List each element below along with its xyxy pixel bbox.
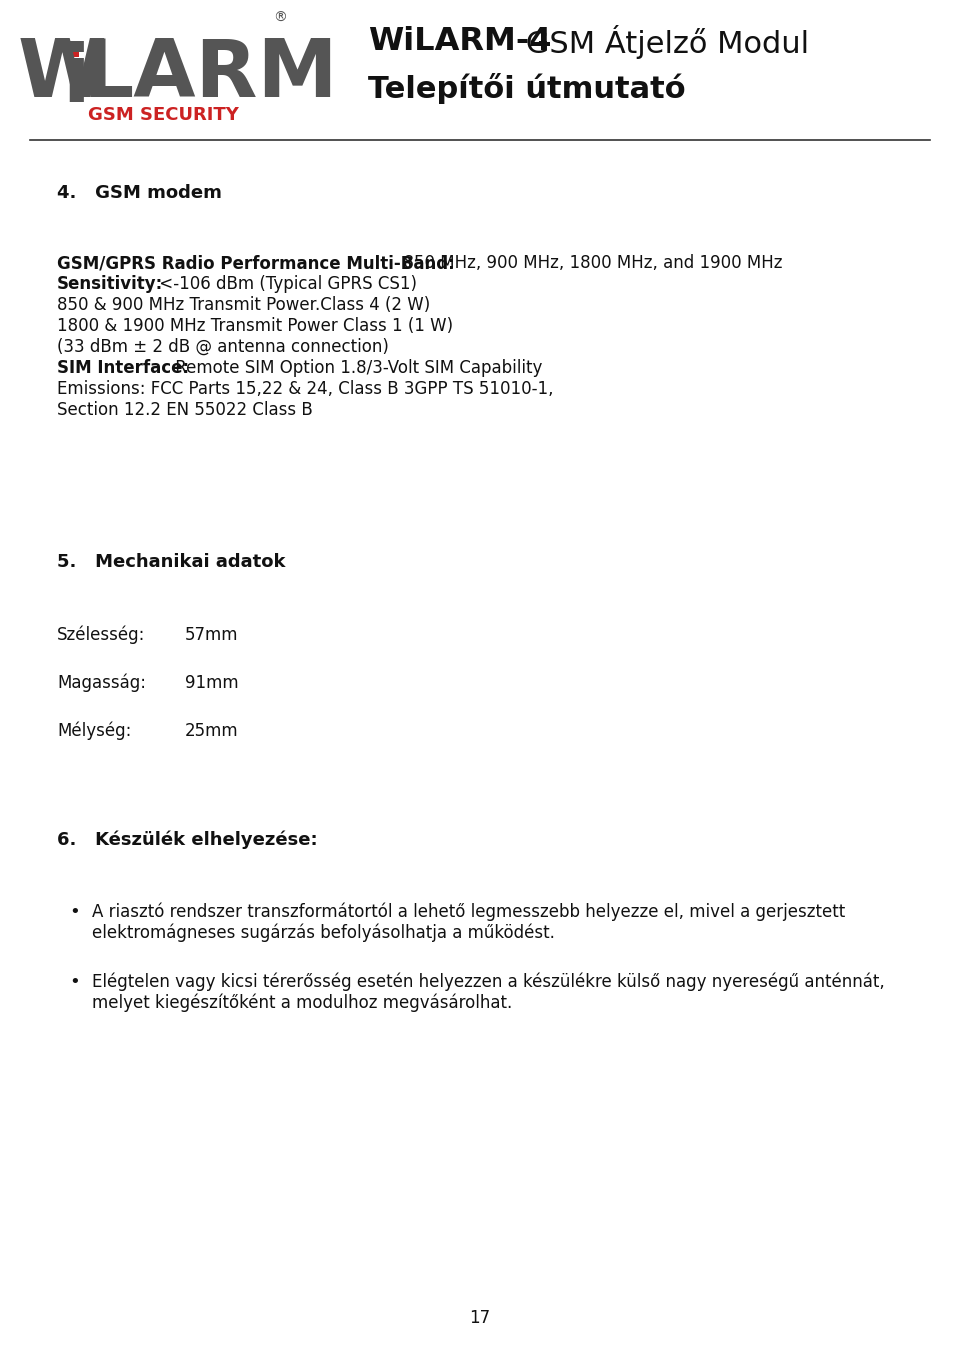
Text: Szélesség:: Szélesség: xyxy=(57,626,145,645)
Text: <-106 dBm (Typical GPRS CS1): <-106 dBm (Typical GPRS CS1) xyxy=(154,275,417,293)
Text: elektromágneses sugárzás befolyásolhatja a működést.: elektromágneses sugárzás befolyásolhatja… xyxy=(92,924,555,942)
Text: 17: 17 xyxy=(469,1309,491,1327)
Text: 91mm: 91mm xyxy=(185,674,239,692)
Text: W: W xyxy=(18,36,107,115)
Text: i: i xyxy=(62,40,89,119)
Text: 850 MHz, 900 MHz, 1800 MHz, and 1900 MHz: 850 MHz, 900 MHz, 1800 MHz, and 1900 MHz xyxy=(393,254,782,272)
Text: •: • xyxy=(69,973,80,992)
Text: Elégtelen vagy kicsi térerősség esetén helyezzen a készülékre külső nagy nyeresé: Elégtelen vagy kicsi térerősség esetén h… xyxy=(92,973,885,992)
Text: Magasság:: Magasság: xyxy=(57,673,146,692)
Text: ®: ® xyxy=(273,11,287,26)
Text: Telepítői útmutató: Telepítői útmutató xyxy=(368,73,685,104)
Text: Sensitivity:: Sensitivity: xyxy=(57,275,163,293)
Text: melyet kiegészítőként a modulhoz megvásárolhat.: melyet kiegészítőként a modulhoz megvásá… xyxy=(92,994,513,1012)
Text: A riasztó rendszer transzformátortól a lehető legmesszebb helyezze el, mivel a g: A riasztó rendszer transzformátortól a l… xyxy=(92,902,845,921)
Text: •: • xyxy=(69,902,80,921)
Text: SIM Interface:: SIM Interface: xyxy=(57,359,189,376)
Text: Remote SIM Option 1.8/3-Volt SIM Capability: Remote SIM Option 1.8/3-Volt SIM Capabil… xyxy=(170,359,542,376)
Text: 4.   GSM modem: 4. GSM modem xyxy=(57,183,222,202)
Text: GSM Átjelző Modul: GSM Átjelző Modul xyxy=(516,26,809,59)
Text: 5.   Mechanikai adatok: 5. Mechanikai adatok xyxy=(57,553,285,571)
Text: Section 12.2 EN 55022 Class B: Section 12.2 EN 55022 Class B xyxy=(57,401,313,420)
Text: (33 dBm ± 2 dB @ antenna connection): (33 dBm ± 2 dB @ antenna connection) xyxy=(57,339,389,356)
Text: Mélység:: Mélység: xyxy=(57,722,132,741)
Text: 6.   Készülék elhelyezése:: 6. Készülék elhelyezése: xyxy=(57,831,318,850)
Text: 25mm: 25mm xyxy=(185,722,239,741)
Text: WiLARM-4: WiLARM-4 xyxy=(368,27,551,58)
Text: LARM: LARM xyxy=(83,36,339,115)
Text: GSM SECURITY: GSM SECURITY xyxy=(88,107,239,124)
Text: Emissions: FCC Parts 15,22 & 24, Class B 3GPP TS 51010-1,: Emissions: FCC Parts 15,22 & 24, Class B… xyxy=(57,380,554,398)
Text: 57mm: 57mm xyxy=(185,626,238,643)
Text: GSM/GPRS Radio Performance Multi-Band:: GSM/GPRS Radio Performance Multi-Band: xyxy=(57,254,455,272)
Text: 1800 & 1900 MHz Transmit Power Class 1 (1 W): 1800 & 1900 MHz Transmit Power Class 1 (… xyxy=(57,317,453,335)
Text: 850 & 900 MHz Transmit Power.Class 4 (2 W): 850 & 900 MHz Transmit Power.Class 4 (2 … xyxy=(57,295,430,314)
Bar xyxy=(65,43,79,57)
